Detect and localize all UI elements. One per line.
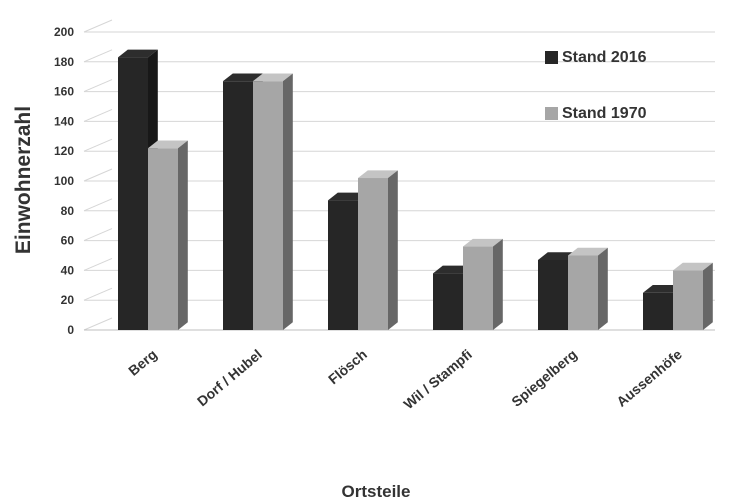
bar-top <box>223 73 263 82</box>
bar-top <box>358 170 398 179</box>
bar-top <box>643 285 683 293</box>
bar-top <box>568 247 608 256</box>
gridline-depth <box>83 228 113 242</box>
gridline-depth <box>83 138 113 152</box>
bar-front <box>148 148 178 330</box>
y-tick-label: 20 <box>61 293 75 307</box>
y-tick-label: 200 <box>54 25 74 39</box>
gridline-depth <box>83 79 113 93</box>
bar <box>673 262 713 330</box>
y-tick-label: 100 <box>54 174 74 188</box>
bar-top <box>148 140 188 149</box>
bar <box>568 247 608 330</box>
bar-front <box>673 270 703 330</box>
legend-swatch <box>545 107 558 120</box>
legend-swatch <box>545 51 558 64</box>
y-tick-label: 160 <box>54 85 74 99</box>
gridline-depth <box>83 287 113 301</box>
y-tick-label: 0 <box>67 323 74 337</box>
bar-front <box>223 81 253 330</box>
bar <box>358 170 398 330</box>
bar-front <box>568 255 598 330</box>
bar-top <box>328 192 368 201</box>
bar-front <box>643 292 673 330</box>
bar-top <box>673 262 713 271</box>
y-axis-ticks: 0 20 40 60 80 100 120 140 160 180 200 <box>54 25 74 337</box>
bar-side <box>178 140 188 330</box>
bar-front <box>358 178 388 330</box>
gridline-depth <box>83 108 113 122</box>
legend-label: Stand 1970 <box>562 105 647 122</box>
y-tick-label: 40 <box>61 263 75 277</box>
y-axis-title: Einwohnerzahl <box>12 106 35 254</box>
bar-front <box>538 259 568 330</box>
bar-top <box>118 49 158 58</box>
y-tick-label: 140 <box>54 114 74 128</box>
legend: Stand 2016 Stand 1970 <box>545 49 647 122</box>
y-tick-label: 80 <box>61 204 75 218</box>
gridline-depth <box>83 168 113 182</box>
y-tick-label: 60 <box>61 234 75 248</box>
bars <box>118 49 713 331</box>
x-tick-label: Wil / Stampfi <box>400 346 475 412</box>
bar-front <box>328 200 358 330</box>
x-tick-label: Berg <box>125 346 160 379</box>
bar <box>463 238 503 330</box>
bar-side <box>598 247 608 330</box>
y-tick-label: 180 <box>54 55 74 69</box>
x-tick-label: Aussenhöfe <box>613 346 685 410</box>
bar-front <box>433 273 463 330</box>
bar-top <box>433 265 473 274</box>
gridline-depth <box>83 198 113 212</box>
bar-side <box>283 73 293 330</box>
y-tick-label: 120 <box>54 144 74 158</box>
bar <box>148 140 188 330</box>
gridline-depth <box>83 19 113 33</box>
x-tick-label: Dorf / Hubel <box>194 346 265 409</box>
legend-label: Stand 2016 <box>562 49 647 66</box>
bar-front <box>253 81 283 330</box>
bar-side <box>388 170 398 330</box>
bar-front <box>118 57 148 331</box>
bar-top <box>463 238 503 247</box>
gridline-depth <box>83 49 113 63</box>
bar <box>253 73 293 330</box>
bar-side <box>703 262 713 330</box>
bar-top <box>253 73 293 82</box>
bar-top <box>538 252 578 260</box>
x-axis-title: Ortsteile <box>342 482 411 501</box>
x-axis-categories: Berg Dorf / Hubel Flösch Wil / Stampfi Spieg… <box>125 346 685 412</box>
x-tick-label: Spiegelberg <box>508 346 580 410</box>
gridline-depth <box>83 257 113 271</box>
x-tick-label: Flösch <box>325 346 370 387</box>
gridline-depth <box>83 317 113 331</box>
bar-side <box>493 238 503 330</box>
bar-front <box>463 246 493 330</box>
gridlines <box>83 19 715 331</box>
